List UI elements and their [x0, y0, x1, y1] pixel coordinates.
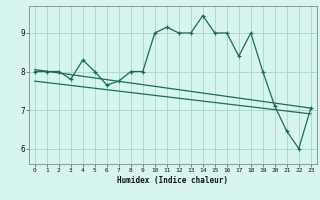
X-axis label: Humidex (Indice chaleur): Humidex (Indice chaleur) [117, 176, 228, 185]
